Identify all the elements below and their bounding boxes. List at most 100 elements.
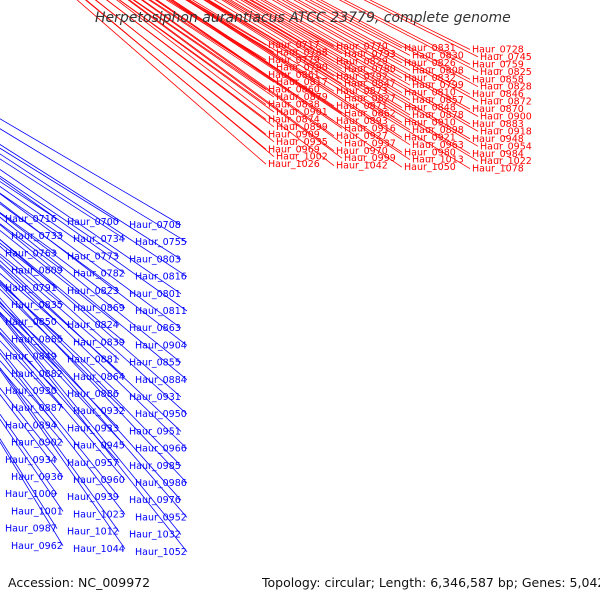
reverse-gene-label[interactable]: Haur_0816 — [135, 272, 187, 283]
forward-gene-label[interactable]: Haur_1013 — [412, 155, 464, 166]
forward-gene-label[interactable]: Haur_0770 — [336, 42, 388, 53]
reverse-gene-label[interactable]: Haur_0957 — [67, 458, 119, 469]
forward-gene-label[interactable]: Haur_0831 — [404, 43, 456, 54]
forward-gene-label[interactable]: Haur_0810 — [404, 88, 456, 99]
reverse-gene-label[interactable]: Haur_0869 — [73, 303, 125, 314]
reverse-gene-label[interactable]: Haur_1009 — [5, 489, 57, 500]
forward-gene-label[interactable]: Haur_0808 — [412, 65, 464, 76]
forward-gene-label[interactable]: Haur_0857 — [412, 95, 464, 106]
reverse-gene-label[interactable]: Haur_0986 — [135, 478, 187, 489]
reverse-gene-label[interactable]: Haur_0801 — [129, 289, 181, 300]
reverse-gene-label[interactable]: Haur_0809 — [11, 266, 63, 277]
forward-gene-label[interactable]: Haur_0963 — [412, 140, 464, 151]
forward-gene-label[interactable]: Haur_0879 — [276, 92, 328, 103]
forward-gene-label[interactable]: Haur_0898 — [412, 125, 464, 136]
reverse-gene-label[interactable]: Haur_0945 — [73, 441, 125, 452]
forward-gene-label[interactable]: Haur_0847 — [344, 79, 396, 90]
forward-gene-label[interactable]: Haur_0901 — [276, 107, 328, 118]
reverse-gene-label[interactable]: Haur_0887 — [11, 403, 63, 414]
reverse-gene-label[interactable]: Haur_0934 — [5, 455, 57, 466]
forward-gene-label[interactable]: Haur_1078 — [472, 164, 524, 175]
forward-gene-label[interactable]: Haur_0793 — [344, 49, 396, 60]
forward-gene-label[interactable]: Haur_0871 — [336, 101, 388, 112]
forward-gene-label[interactable]: Haur_0826 — [404, 58, 456, 69]
forward-gene-label[interactable]: Haur_0948 — [472, 134, 524, 145]
reverse-gene-label[interactable]: Haur_0931 — [129, 392, 181, 403]
forward-gene-label[interactable]: Haur_0954 — [480, 141, 532, 152]
reverse-gene-label[interactable]: Haur_0932 — [73, 406, 125, 417]
reverse-gene-label[interactable]: Haur_0716 — [5, 214, 57, 225]
reverse-gene-label[interactable]: Haur_0708 — [129, 220, 181, 231]
forward-gene-label[interactable]: Haur_0878 — [412, 110, 464, 121]
reverse-gene-label[interactable]: Haur_0755 — [135, 237, 187, 248]
forward-gene-label[interactable]: Haur_0817 — [276, 77, 328, 88]
reverse-gene-label[interactable]: Haur_1001 — [11, 506, 63, 517]
forward-gene-label[interactable]: Haur_0861 — [268, 70, 320, 81]
reverse-gene-label[interactable]: Haur_0855 — [129, 358, 181, 369]
forward-gene-label[interactable]: Haur_0862 — [344, 109, 396, 120]
forward-gene-label[interactable]: Haur_0872 — [480, 97, 532, 108]
reverse-gene-label[interactable]: Haur_0763 — [5, 248, 57, 259]
forward-gene-label[interactable]: Haur_0846 — [472, 89, 524, 100]
reverse-gene-label[interactable]: Haur_0951 — [129, 426, 181, 437]
forward-gene-label[interactable]: Haur_0910 — [404, 118, 456, 129]
reverse-gene-label[interactable]: Haur_0904 — [135, 340, 187, 351]
forward-gene-label[interactable]: Haur_0980 — [404, 147, 456, 158]
forward-gene-label[interactable]: Haur_0893 — [336, 116, 388, 127]
forward-gene-label[interactable]: Haur_0832 — [404, 73, 456, 84]
reverse-gene-label[interactable]: Haur_0985 — [129, 461, 181, 472]
forward-gene-label[interactable]: Haur_0870 — [472, 104, 524, 115]
reverse-gene-label[interactable]: Haur_0850 — [5, 317, 57, 328]
forward-gene-label[interactable]: Haur_0858 — [472, 74, 524, 85]
reverse-gene-label[interactable]: Haur_0782 — [73, 269, 125, 280]
reverse-gene-label[interactable]: Haur_0824 — [67, 320, 119, 331]
forward-gene-label[interactable]: Haur_0792 — [336, 71, 388, 82]
forward-gene-label[interactable]: Haur_0780 — [344, 64, 396, 75]
reverse-gene-label[interactable]: Haur_0894 — [5, 420, 57, 431]
forward-gene-label[interactable]: Haur_1050 — [404, 162, 456, 173]
reverse-gene-label[interactable]: Haur_0700 — [67, 217, 119, 228]
forward-gene-label[interactable]: Haur_0937 — [344, 138, 396, 149]
forward-gene-label[interactable]: Haur_0825 — [480, 67, 532, 78]
reverse-gene-label[interactable]: Haur_0849 — [5, 352, 57, 363]
reverse-gene-label[interactable]: Haur_0811 — [135, 306, 187, 317]
reverse-gene-label[interactable]: Haur_1023 — [73, 509, 125, 520]
forward-gene-label[interactable]: Haur_0828 — [480, 82, 532, 93]
reverse-gene-label[interactable]: Haur_0930 — [5, 386, 57, 397]
reverse-gene-label[interactable]: Haur_0885 — [11, 334, 63, 345]
reverse-gene-label[interactable]: Haur_0734 — [73, 234, 125, 245]
reverse-gene-label[interactable]: Haur_0933 — [67, 423, 119, 434]
reverse-gene-label[interactable]: Haur_0864 — [73, 372, 125, 383]
reverse-gene-label[interactable]: Haur_1052 — [135, 547, 187, 558]
forward-gene-label[interactable]: Haur_1042 — [336, 161, 388, 172]
reverse-gene-label[interactable]: Haur_1044 — [73, 544, 125, 555]
reverse-gene-label[interactable]: Haur_0962 — [11, 541, 63, 552]
forward-gene-label[interactable]: Haur_0790 — [276, 62, 328, 73]
forward-gene-label[interactable]: Haur_0999 — [344, 153, 396, 164]
forward-gene-label[interactable]: Haur_0921 — [404, 132, 456, 143]
forward-gene-label[interactable]: Haur_0918 — [480, 126, 532, 137]
reverse-gene-label[interactable]: Haur_0950 — [135, 409, 187, 420]
forward-gene-label[interactable]: Haur_0848 — [404, 103, 456, 114]
reverse-gene-label[interactable]: Haur_0803 — [129, 254, 181, 265]
forward-gene-label[interactable]: Haur_0728 — [472, 45, 524, 56]
reverse-gene-label[interactable]: Haur_1032 — [129, 530, 181, 541]
forward-gene-label[interactable]: Haur_0927 — [336, 131, 388, 142]
forward-gene-label[interactable]: Haur_0883 — [472, 119, 524, 130]
forward-gene-label[interactable]: Haur_0916 — [344, 123, 396, 134]
forward-gene-label[interactable]: Haur_0860 — [268, 85, 320, 96]
forward-gene-label[interactable]: Haur_0759 — [472, 59, 524, 70]
forward-gene-label[interactable]: Haur_0900 — [480, 112, 532, 123]
forward-gene-label[interactable]: Haur_0874 — [268, 115, 320, 126]
forward-gene-label[interactable]: Haur_0969 — [268, 144, 320, 155]
reverse-gene-label[interactable]: Haur_0839 — [73, 337, 125, 348]
forward-gene-label[interactable]: Haur_0717 — [268, 40, 320, 51]
forward-gene-label[interactable]: Haur_0830 — [412, 50, 464, 61]
forward-gene-label[interactable]: Haur_0779 — [268, 55, 320, 66]
reverse-gene-label[interactable]: Haur_0966 — [135, 444, 187, 455]
reverse-gene-label[interactable]: Haur_0884 — [135, 375, 187, 386]
reverse-gene-label[interactable]: Haur_1012 — [67, 527, 119, 538]
forward-gene-label[interactable]: Haur_1002 — [276, 152, 328, 163]
reverse-gene-label[interactable]: Haur_0882 — [11, 369, 63, 380]
reverse-gene-label[interactable]: Haur_0823 — [67, 286, 119, 297]
